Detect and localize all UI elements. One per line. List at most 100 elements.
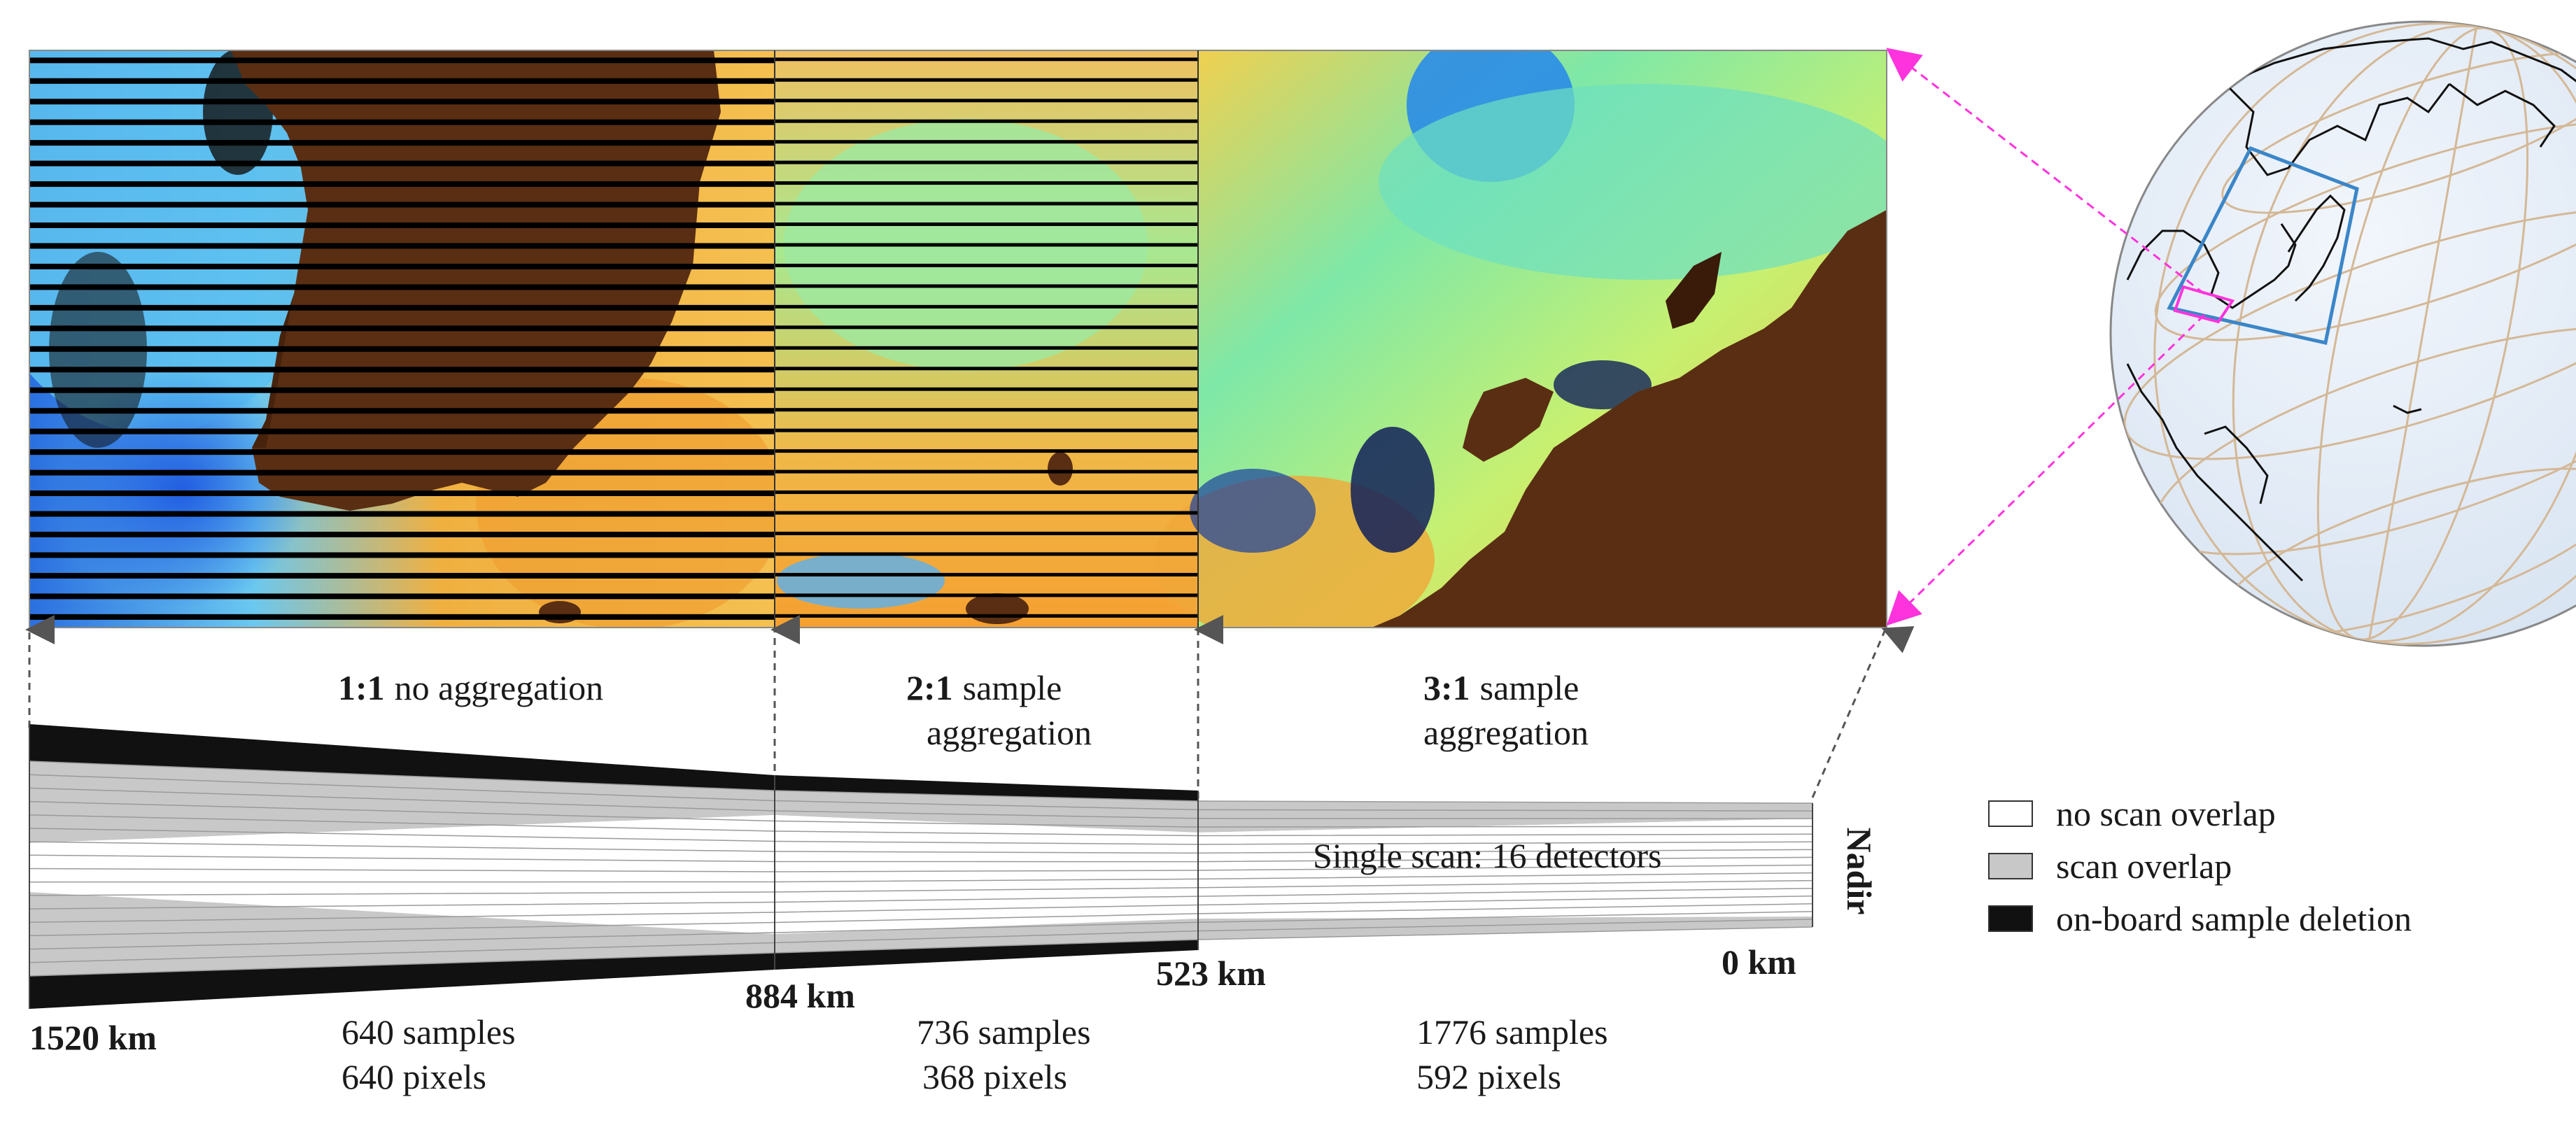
zone-2-desc-line2: aggregation — [927, 713, 1092, 752]
detector-lines — [29, 760, 1813, 977]
zone-1-desc: no aggregation — [395, 668, 604, 707]
zone-2-scan-gaps — [775, 57, 1198, 618]
distance-523: 523 km — [1156, 954, 1266, 993]
zone-1-pixels: 640 pixels — [342, 1057, 486, 1096]
scan-gap-line — [29, 57, 775, 64]
scan-gap-line — [775, 449, 1198, 453]
zone-3-samples: 1776 samples — [1416, 1012, 1608, 1052]
detector-line — [29, 903, 1813, 937]
zone-3-pixels: 592 pixels — [1416, 1057, 1561, 1096]
scan-gap-line — [29, 614, 775, 620]
scan-gap-line — [775, 614, 1198, 618]
deletion-bottom-zone-1 — [29, 953, 775, 1009]
legend-swatch-no-overlap — [1988, 800, 2033, 827]
scan-gap-line — [775, 57, 1198, 62]
scan-gap-line — [775, 367, 1198, 371]
scan-gap-line — [29, 428, 775, 434]
detector-line — [29, 774, 1813, 812]
deletion-bottom-zone-2 — [775, 940, 1198, 970]
sado-island — [1666, 252, 1722, 329]
scan-gap-line — [29, 511, 775, 517]
detector-line — [29, 841, 1813, 854]
scan-swath-schematic — [29, 724, 1813, 1009]
scan-gap-line — [29, 160, 775, 167]
cloud-dark-1 — [1351, 427, 1435, 553]
scan-gap-line — [29, 243, 775, 249]
scan-gap-line — [29, 449, 775, 455]
scan-gap-line — [775, 490, 1198, 495]
sst-image-panel — [29, 50, 1887, 628]
detector-line — [29, 896, 1813, 924]
single-scan-label: Single scan: 16 detectors — [1313, 836, 1662, 875]
japan-peninsula — [1463, 378, 1554, 462]
scan-gap-line — [29, 304, 775, 311]
zone-3-desc: sample — [1480, 668, 1579, 707]
scan-gap-line — [775, 140, 1198, 144]
nadir-label: Nadir — [1840, 828, 1879, 915]
detector-line — [29, 919, 1813, 963]
scan-gap-line — [775, 428, 1198, 432]
detector-line — [29, 872, 1813, 883]
arrow-0 — [1811, 626, 1915, 798]
scan-gap-line — [775, 325, 1198, 330]
scan-gap-line — [29, 346, 775, 352]
globe-icon — [2109, 20, 2576, 647]
sst-image-frame — [29, 50, 1887, 628]
scan-gap-line — [775, 201, 1198, 206]
zone-1-samples: 640 samples — [342, 1012, 516, 1052]
distance-884: 884 km — [745, 976, 855, 1015]
detector-line — [29, 760, 1813, 804]
small-island — [539, 601, 581, 623]
scan-gap-line — [29, 325, 775, 332]
overlap-top — [29, 761, 1813, 843]
zone-2-pixels: 368 pixels — [922, 1057, 1067, 1096]
zone-1-heading: 1:1 no aggregation — [338, 668, 603, 707]
scan-gap-line — [775, 304, 1198, 309]
scan-gap-line — [29, 593, 775, 600]
scan-gap-line — [775, 593, 1198, 597]
zone-3-label: 3:1 sample aggregation — [1423, 668, 1589, 752]
scan-gap-line — [775, 531, 1198, 535]
scan-gap-line — [775, 408, 1198, 412]
scan-gap-line — [29, 181, 775, 188]
zone-2-ratio: 2:1 — [906, 668, 953, 707]
cloud-dark-3 — [1554, 360, 1652, 409]
scan-gap-line — [775, 119, 1198, 123]
scan-gap-line — [29, 408, 775, 414]
scan-gap-line — [775, 99, 1198, 103]
detector-line — [29, 854, 1813, 863]
legend-swatch-overlap — [1988, 853, 2033, 879]
korea-west-coast-shadow — [252, 294, 294, 448]
detector-line — [29, 926, 1813, 977]
zone-2-label: 2:1 sample aggregation — [906, 668, 1092, 752]
coastal-cold-strip — [777, 553, 945, 609]
scan-gap-line — [29, 99, 775, 105]
detector-line — [29, 887, 1813, 910]
scan-gap-line — [775, 78, 1198, 82]
scan-gap-line — [29, 367, 775, 373]
zone-1-scan-gaps — [29, 57, 775, 620]
zone-3-ratio: 3:1 — [1423, 668, 1470, 707]
scan-gap-line — [775, 181, 1198, 185]
scan-gap-line — [29, 78, 775, 84]
connector-top — [1886, 48, 2205, 295]
scan-gap-line — [29, 263, 775, 269]
distance-0: 0 km — [1722, 942, 1796, 982]
zone-1-ratio: 1:1 — [338, 668, 385, 707]
scan-gap-line — [29, 572, 775, 579]
scan-gap-line — [775, 469, 1198, 474]
scan-gap-line — [775, 572, 1198, 576]
legend-label-no-overlap: no scan overlap — [2056, 794, 2276, 833]
zone-3-heading: 3:1 sample — [1423, 668, 1579, 707]
distance-1520: 1520 km — [29, 1018, 157, 1057]
tsushima-island — [1048, 452, 1073, 486]
scan-gap-line — [775, 387, 1198, 391]
scan-gap-line — [29, 284, 775, 290]
zone-2-samples: 736 samples — [917, 1012, 1091, 1052]
scan-gap-line — [775, 160, 1198, 164]
scan-gap-line — [29, 490, 775, 497]
cool-band — [1379, 84, 1887, 280]
legend-label-deletion: on-board sample deletion — [2056, 899, 2412, 938]
scan-gap-line — [29, 387, 775, 393]
